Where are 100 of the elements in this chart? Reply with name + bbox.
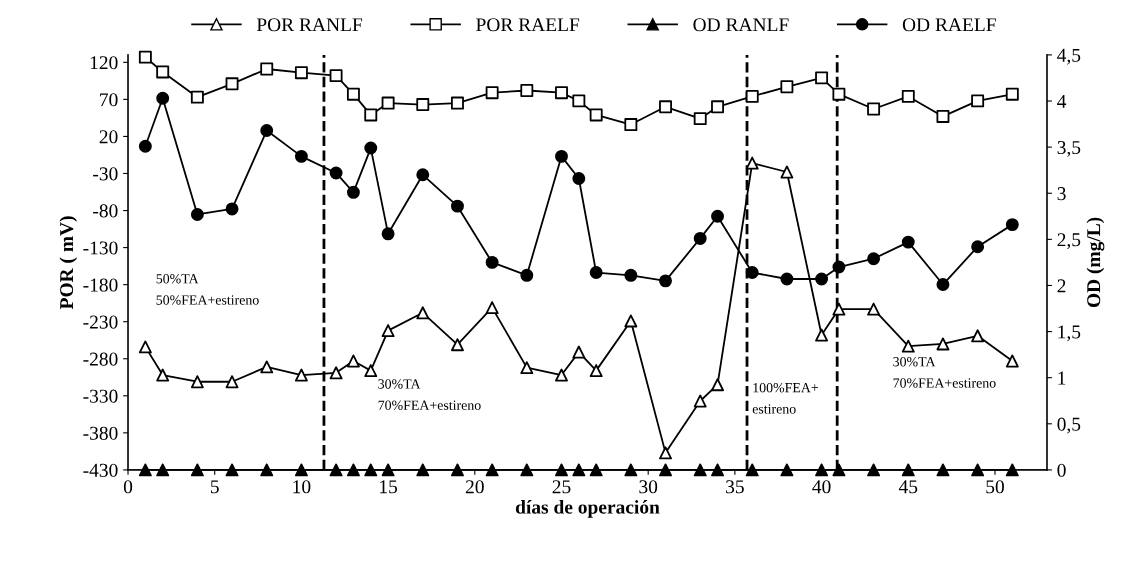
x-tick-label: 15	[380, 480, 398, 494]
point	[294, 368, 308, 382]
x-tick-label: 30	[639, 480, 658, 494]
y-tick-label: -130	[83, 241, 118, 255]
y2-tick-label: 2	[1057, 279, 1066, 293]
y-tick-label: -30	[93, 167, 118, 181]
point	[260, 360, 274, 374]
point	[693, 394, 707, 408]
point	[867, 302, 881, 316]
point	[485, 463, 499, 477]
point	[971, 463, 985, 477]
point	[138, 340, 152, 354]
point	[867, 463, 881, 477]
point	[156, 463, 170, 477]
point	[156, 368, 170, 382]
point	[485, 301, 499, 315]
x-tick-label: 0	[123, 480, 133, 494]
point	[364, 364, 378, 378]
point	[381, 324, 395, 338]
x-axis-title: días de operación	[515, 500, 660, 518]
point	[936, 337, 950, 351]
point	[901, 463, 915, 477]
point	[416, 463, 430, 477]
point	[624, 463, 638, 477]
point	[901, 339, 915, 353]
annotation: 50%TA 50%FEA+estireno	[156, 274, 259, 305]
x-tick-label: 25	[552, 480, 571, 494]
point	[711, 378, 725, 392]
y2-tick-label: 4	[1057, 94, 1067, 108]
point	[624, 314, 638, 328]
point	[936, 463, 950, 477]
point	[780, 165, 794, 179]
point	[138, 463, 152, 477]
point	[225, 463, 239, 477]
x-tick-label: 20	[465, 480, 484, 494]
point	[745, 156, 759, 170]
point	[346, 354, 360, 368]
x-tick-label: 10	[293, 480, 311, 494]
x-tick-label: 35	[726, 480, 744, 494]
y-tick-label: -230	[83, 315, 118, 329]
point	[294, 463, 308, 477]
y-tick-label: 120	[90, 56, 118, 70]
point	[329, 366, 343, 380]
x-tick-label: 45	[898, 480, 918, 494]
y2-tick-label: 1,5	[1058, 325, 1081, 342]
y2-axis-title: OD (mg/L)	[1086, 217, 1105, 308]
x-tick-label: 5	[210, 480, 219, 494]
point	[659, 446, 672, 460]
point	[780, 463, 794, 477]
legend-label: OD RAELF	[902, 18, 996, 32]
point	[190, 375, 204, 389]
point	[832, 302, 846, 316]
y2-tick-label: 0	[1057, 463, 1066, 477]
point	[1005, 354, 1019, 368]
y-tick-label: -80	[93, 204, 118, 218]
y2-tick-label: 3	[1057, 187, 1066, 201]
y-tick-label: -380	[83, 426, 118, 440]
legend-label: POR RAELF	[476, 18, 580, 32]
point	[225, 375, 239, 389]
point	[589, 463, 603, 477]
y2-tick-label: 0,5	[1057, 417, 1081, 434]
point	[572, 345, 586, 359]
y-tick-label: 70	[100, 93, 118, 107]
x-tick-label: 40	[812, 480, 831, 494]
point	[416, 306, 430, 320]
point	[520, 463, 534, 477]
legend-label: OD RANLF	[693, 18, 789, 32]
y2-tick-label: 1	[1058, 371, 1066, 385]
legend-label: POR RANLF	[256, 18, 363, 32]
point	[971, 329, 985, 343]
point	[659, 463, 672, 477]
point	[260, 463, 274, 477]
annotation: 100%FEA+ estireno	[752, 382, 819, 414]
point	[329, 463, 343, 477]
point	[711, 463, 725, 477]
y2-tick-label: 2,5	[1057, 233, 1081, 250]
point	[693, 463, 707, 477]
point	[832, 463, 846, 477]
x-tick-label: 50	[986, 480, 1004, 494]
point	[346, 463, 360, 477]
annotation: 30%TA 70%FEA+estireno	[378, 379, 481, 410]
point	[1005, 463, 1019, 477]
point	[450, 338, 464, 352]
y-axis-title: POR ( mV)	[59, 216, 78, 310]
y-tick-label: -280	[83, 352, 118, 366]
point	[450, 463, 464, 477]
annotation: 30%TA 70%FEA+estireno	[893, 357, 996, 388]
point	[381, 463, 395, 477]
point	[364, 463, 378, 477]
y2-tick-label: 4,5	[1057, 48, 1081, 65]
point	[555, 368, 568, 382]
y2-tick-label: 3,5	[1057, 141, 1081, 157]
y-tick-label: -430	[83, 463, 118, 477]
point	[555, 463, 568, 477]
point	[190, 463, 204, 477]
point	[745, 463, 759, 477]
y-tick-label: -330	[83, 389, 118, 403]
point	[815, 328, 829, 342]
point	[520, 361, 534, 375]
y-tick-label: -180	[83, 278, 118, 292]
